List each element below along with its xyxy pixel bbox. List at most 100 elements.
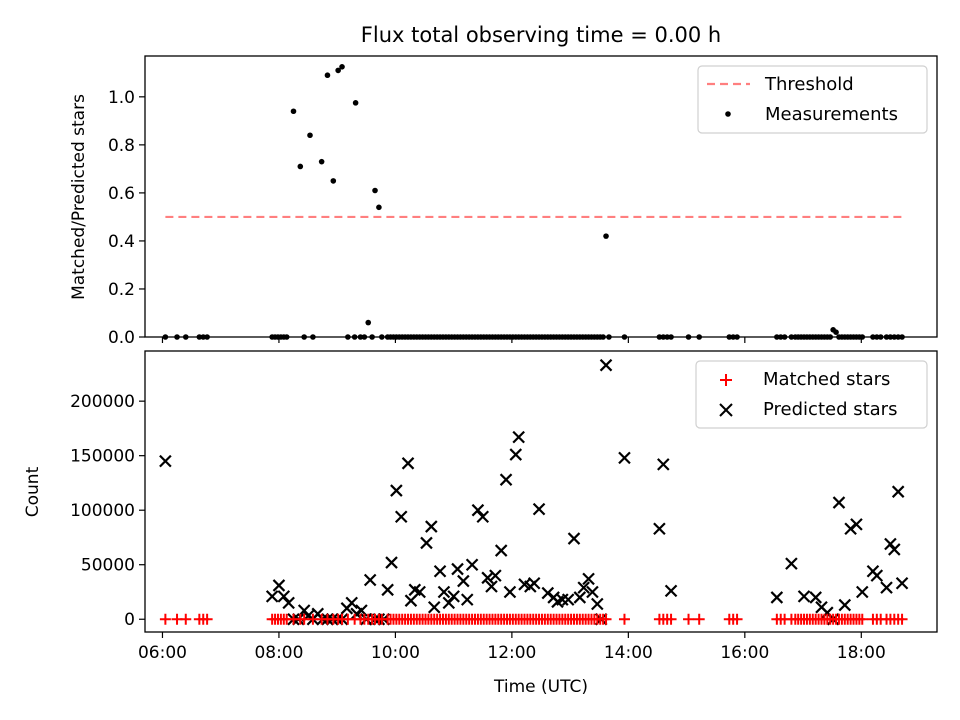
predicted-star-point xyxy=(870,569,884,582)
top-ytick-label: 0.0 xyxy=(108,328,135,348)
predicted-star-point xyxy=(785,557,798,570)
predicted-star-point xyxy=(838,598,852,612)
bottom-ytick-label: 50000 xyxy=(81,556,135,576)
predicted-star-stroke xyxy=(159,454,172,468)
predicted-star-stroke xyxy=(437,585,451,599)
predicted-star-stroke xyxy=(476,510,490,524)
measurement-point xyxy=(352,100,359,106)
predicted-star-point xyxy=(282,596,295,610)
predicted-star-stroke xyxy=(427,600,441,614)
predicted-star-stroke xyxy=(408,583,422,597)
bottom-xtick-label: 16:00 xyxy=(720,643,769,663)
predicted-star-stroke xyxy=(509,448,523,461)
predicted-star-point xyxy=(888,543,901,556)
predicted-star-point xyxy=(618,451,631,465)
matched-star-point xyxy=(683,613,695,625)
matched-star-point xyxy=(693,613,705,625)
predicted-star-point xyxy=(499,473,513,486)
predicted-star-stroke xyxy=(599,358,613,372)
predicted-star-point xyxy=(390,484,403,497)
predicted-star-stroke xyxy=(394,510,408,524)
matched-star-point xyxy=(618,613,630,625)
predicted-star-point xyxy=(460,593,474,606)
predicted-star-point xyxy=(809,591,822,604)
predicted-star-point xyxy=(797,590,811,603)
predicted-star-point xyxy=(437,585,451,599)
predicted-star-stroke xyxy=(494,544,508,557)
predicted-star-stroke xyxy=(481,571,494,585)
predicted-star-point xyxy=(159,454,172,468)
top-panel: Flux total observing time = 0.00 h Match… xyxy=(69,23,938,348)
predicted-star-stroke xyxy=(471,503,485,517)
predicted-star-stroke xyxy=(884,537,897,551)
bottom-ticks: 0 50000 100000 150000 200000 06:00 08:00 10:00 1… xyxy=(70,392,886,663)
matched-star-point xyxy=(201,613,213,625)
measurement-point xyxy=(376,204,382,211)
measurement-point xyxy=(318,158,325,165)
predicted-star-stroke xyxy=(433,564,447,578)
predicted-star-point xyxy=(561,593,575,606)
predicted-star-point xyxy=(345,596,359,610)
predicted-star-stroke xyxy=(815,600,828,614)
predicted-star-point xyxy=(425,520,438,533)
predicted-star-point xyxy=(485,580,498,593)
predicted-star-point xyxy=(471,503,485,517)
measurement-point xyxy=(833,329,839,335)
predicted-star-point xyxy=(832,496,846,509)
predicted-star-stroke xyxy=(442,596,456,610)
bottom-axes-frame xyxy=(144,350,938,633)
bottom-points-layer xyxy=(159,358,909,626)
predicted-star-stroke xyxy=(272,579,286,592)
predicted-star-point xyxy=(509,448,523,461)
predicted-star-stroke xyxy=(527,576,541,590)
predicted-star-point xyxy=(880,581,893,594)
predicted-star-point xyxy=(465,558,479,571)
predicted-star-point xyxy=(363,573,377,587)
predicted-star-point xyxy=(413,585,426,599)
predicted-star-stroke xyxy=(355,604,368,617)
predicted-star-stroke xyxy=(385,556,398,569)
predicted-star-stroke xyxy=(561,593,575,606)
predicted-star-point xyxy=(442,596,456,610)
predicted-star-point xyxy=(447,590,460,603)
predicted-star-stroke xyxy=(390,484,403,497)
predicted-star-point xyxy=(394,510,408,524)
predicted-star-stroke xyxy=(451,562,464,576)
predicted-star-point xyxy=(895,576,909,590)
predicted-star-point xyxy=(891,485,905,498)
predicted-star-point xyxy=(582,572,595,586)
predicted-star-stroke xyxy=(447,590,460,603)
predicted-star-stroke xyxy=(345,596,359,610)
top-ytick-label: 0.6 xyxy=(108,184,135,204)
predicted-star-point xyxy=(567,532,581,545)
top-legend-box xyxy=(697,65,928,134)
predicted-star-point xyxy=(272,579,286,592)
matched-legend-swatch xyxy=(720,374,732,386)
top-legend: Threshold Measurements xyxy=(697,65,928,134)
measurement-point xyxy=(603,233,609,239)
bottom-ytick-label: 150000 xyxy=(70,447,135,467)
predicted-star-point xyxy=(494,544,508,557)
bottom-xtick-label: 18:00 xyxy=(837,643,886,663)
bottom-legend-box xyxy=(695,360,928,429)
predicted-star-stroke xyxy=(838,598,852,612)
predicted-star-point xyxy=(573,591,587,604)
top-ytick-label: 1.0 xyxy=(108,88,135,108)
predicted-star-point xyxy=(451,562,464,576)
predicted-star-point xyxy=(664,584,678,598)
predicted-star-stroke xyxy=(832,496,846,509)
bottom-ylabel: Count xyxy=(23,466,43,517)
threshold-legend-label: Threshold xyxy=(764,74,854,95)
top-ytick-label: 0.2 xyxy=(108,280,135,300)
bottom-ytick-label: 100000 xyxy=(70,501,135,521)
predicted-star-point xyxy=(265,590,279,603)
predicted-star-stroke xyxy=(577,581,590,594)
predicted-star-point xyxy=(476,510,490,524)
bottom-legend: Matched stars Predicted stars xyxy=(695,360,928,429)
measurement-point xyxy=(365,319,372,326)
predicted-star-stroke xyxy=(465,558,479,571)
predicted-star-point xyxy=(599,358,613,372)
matched-legend-label: Matched stars xyxy=(763,369,890,390)
bottom-panel: Count Time (UTC) 0 50000 100000 150000 20000… xyxy=(23,350,938,697)
